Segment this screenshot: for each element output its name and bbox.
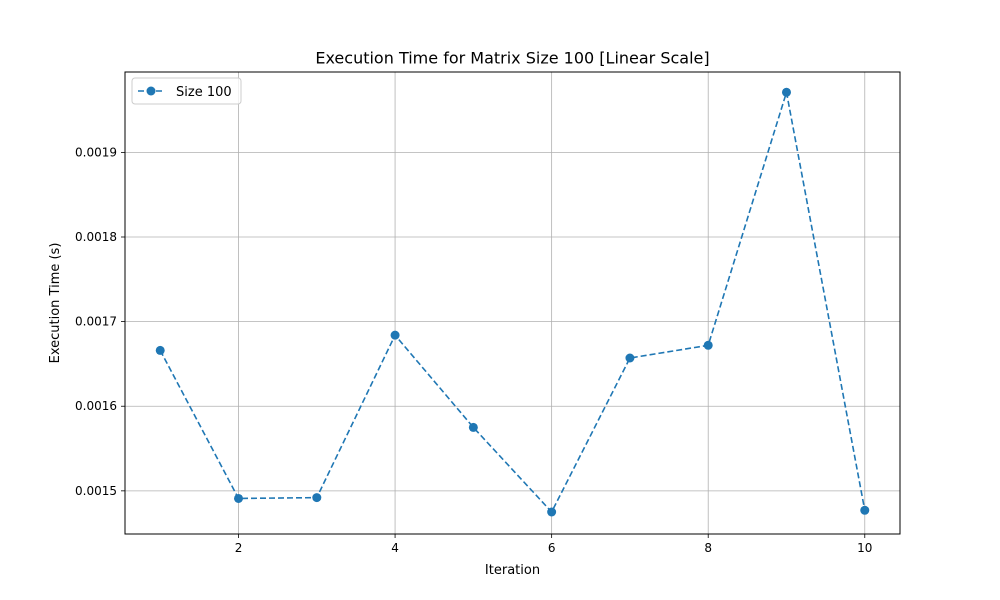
data-point [234, 493, 244, 503]
data-point [155, 345, 165, 355]
x-tick-label: 4 [391, 541, 399, 555]
x-tick-label: 8 [704, 541, 712, 555]
y-axis: 0.0015 0.0016 0.0017 0.0018 0.0019 [75, 145, 125, 498]
data-point [703, 340, 713, 350]
legend-box [131, 77, 242, 105]
legend-label: Size 100 [176, 85, 232, 100]
y-axis-label: Execution Time (s) [48, 243, 63, 364]
y-tick-label: 0.0019 [75, 145, 117, 159]
plot-area [124, 71, 901, 535]
grid [125, 72, 900, 534]
data-point [625, 353, 635, 363]
chart-title: Execution Time for Matrix Size 100 [Line… [315, 49, 709, 68]
series-layer [155, 87, 870, 517]
x-tick-label: 10 [857, 541, 872, 555]
y-tick-label: 0.0016 [75, 399, 117, 413]
x-axis: 2 4 6 8 10 [235, 534, 872, 555]
y-tick-label: 0.0018 [75, 230, 117, 244]
data-point [468, 422, 478, 432]
x-tick-label: 2 [235, 541, 243, 555]
data-point [860, 505, 870, 515]
x-axis-label: Iteration [485, 563, 540, 578]
data-point [312, 493, 322, 503]
legend: Size 100 [131, 77, 242, 105]
data-point [390, 330, 400, 340]
data-point [781, 87, 791, 97]
y-tick-label: 0.0017 [75, 315, 117, 329]
legend-marker-icon [146, 86, 156, 96]
series-line [159, 92, 866, 514]
y-tick-label: 0.0015 [75, 484, 117, 498]
data-point [547, 507, 557, 517]
x-tick-label: 6 [548, 541, 556, 555]
